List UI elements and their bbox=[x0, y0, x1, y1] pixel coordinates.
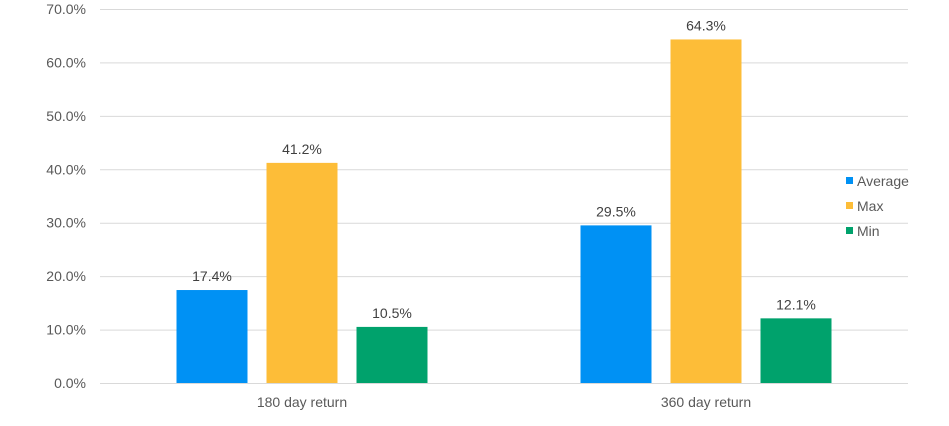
x-category-label: 360 day return bbox=[661, 394, 751, 410]
y-tick-label: 60.0% bbox=[46, 54, 86, 70]
y-tick-label: 40.0% bbox=[46, 161, 86, 177]
legend-label-max: Max bbox=[857, 198, 883, 214]
bar-max bbox=[670, 39, 742, 383]
data-label: 29.5% bbox=[596, 203, 636, 219]
bar-average bbox=[176, 290, 248, 383]
y-tick-label: 0.0% bbox=[54, 375, 86, 391]
legend-swatch-max bbox=[846, 202, 853, 209]
y-tick-label: 20.0% bbox=[46, 268, 86, 284]
y-axis: 0.0% 10.0% 20.0% 30.0% 40.0% 50.0% 60.0% 70.0% bbox=[46, 1, 86, 391]
y-tick-label: 10.0% bbox=[46, 322, 86, 338]
bar-average bbox=[580, 225, 652, 383]
bars bbox=[176, 39, 832, 383]
legend-label-average: Average bbox=[857, 173, 909, 189]
legend: Average Max Min bbox=[846, 173, 909, 239]
data-label: 12.1% bbox=[776, 296, 816, 312]
y-tick-label: 70.0% bbox=[46, 1, 86, 17]
data-label: 17.4% bbox=[192, 268, 232, 284]
legend-label-min: Min bbox=[857, 223, 880, 239]
legend-swatch-average bbox=[846, 177, 853, 184]
bar-min bbox=[760, 318, 832, 383]
bar-max bbox=[266, 162, 338, 383]
y-tick-label: 30.0% bbox=[46, 215, 86, 231]
data-label: 10.5% bbox=[372, 305, 412, 321]
data-label: 64.3% bbox=[686, 17, 726, 33]
data-labels: 17.4% 41.2% 10.5% 29.5% 64.3% 12.1% bbox=[192, 17, 816, 320]
y-tick-label: 50.0% bbox=[46, 108, 86, 124]
x-category-label: 180 day return bbox=[257, 394, 347, 410]
x-axis: 180 day return 360 day return bbox=[257, 394, 751, 410]
bar-min bbox=[356, 326, 428, 383]
legend-swatch-min bbox=[846, 227, 853, 234]
data-label: 41.2% bbox=[282, 141, 322, 157]
